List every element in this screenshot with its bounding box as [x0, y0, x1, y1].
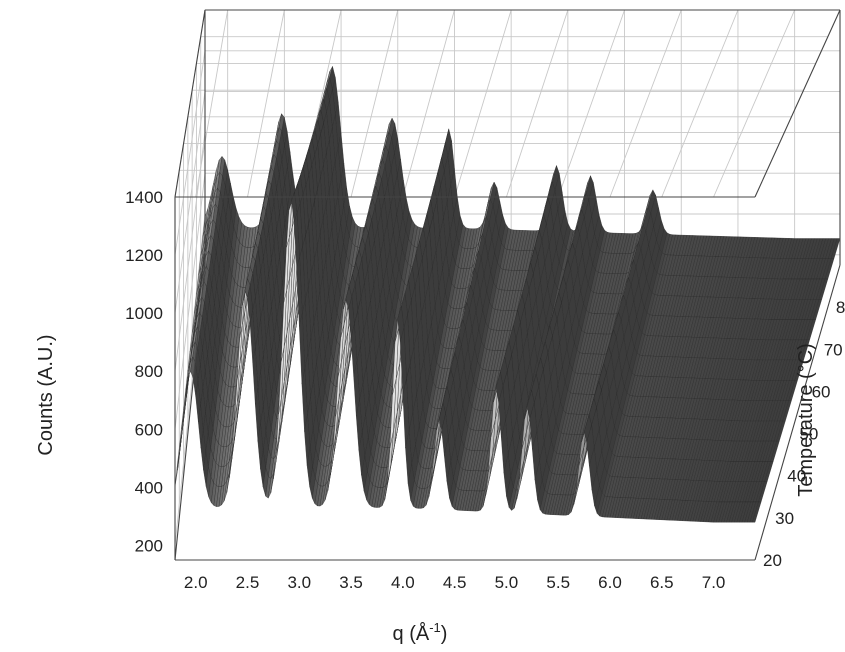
x-axis-title: q (Å-1): [393, 620, 448, 645]
z-tick-label: 80: [836, 298, 845, 317]
x-tick-label: 7.0: [702, 573, 726, 592]
z-tick-label: 50: [799, 425, 818, 444]
surface-patch: [752, 501, 762, 523]
x-tick-label: 6.0: [598, 573, 622, 592]
z-tick-label: 70: [824, 340, 843, 359]
z-axis-ticks: 2030405060708090: [763, 298, 845, 570]
surface-layer: [174, 66, 841, 523]
box-edge: [754, 9, 841, 198]
bounding-box: [174, 9, 841, 561]
x-tick-label: 4.5: [443, 573, 467, 592]
z-tick-label: 20: [763, 551, 782, 570]
z-tick-label: 60: [812, 382, 831, 401]
y-axis-ticks: 200 400 600 800 1000 1200 1400: [125, 188, 163, 555]
y-tick-label: 1000: [125, 304, 163, 323]
y-tick-label: 400: [135, 478, 163, 497]
x-tick-label: 5.0: [495, 573, 519, 592]
x-tick-label: 3.0: [287, 573, 311, 592]
x-tick-label: 5.5: [546, 573, 570, 592]
x-axis-ticks: 2.0 2.5 3.0 3.5 4.0 4.5 5.0 5.5 6.0 6.5 7.0: [184, 573, 725, 592]
x-tick-label: 2.5: [236, 573, 260, 592]
y-tick-label: 600: [135, 420, 163, 439]
z-axis-title: Temperature (°C): [795, 343, 817, 497]
y-axis-title: Counts (A.U.): [35, 334, 57, 455]
z-tick-label: 40: [787, 467, 806, 486]
box-edge: [174, 9, 206, 198]
box-edge: [754, 264, 841, 561]
y-tick-label: 800: [135, 362, 163, 381]
z-tick-label: 30: [775, 509, 794, 528]
grid-line: [661, 9, 739, 265]
x-tick-label: 2.0: [184, 573, 208, 592]
box-edge: [174, 264, 206, 561]
x-tick-label: 6.5: [650, 573, 674, 592]
y-tick-label: 200: [135, 536, 163, 555]
x-tick-label: 3.5: [339, 573, 363, 592]
y-tick-label: 1400: [125, 188, 163, 207]
y-tick-label: 1200: [125, 246, 163, 265]
x-tick-label: 4.0: [391, 573, 415, 592]
